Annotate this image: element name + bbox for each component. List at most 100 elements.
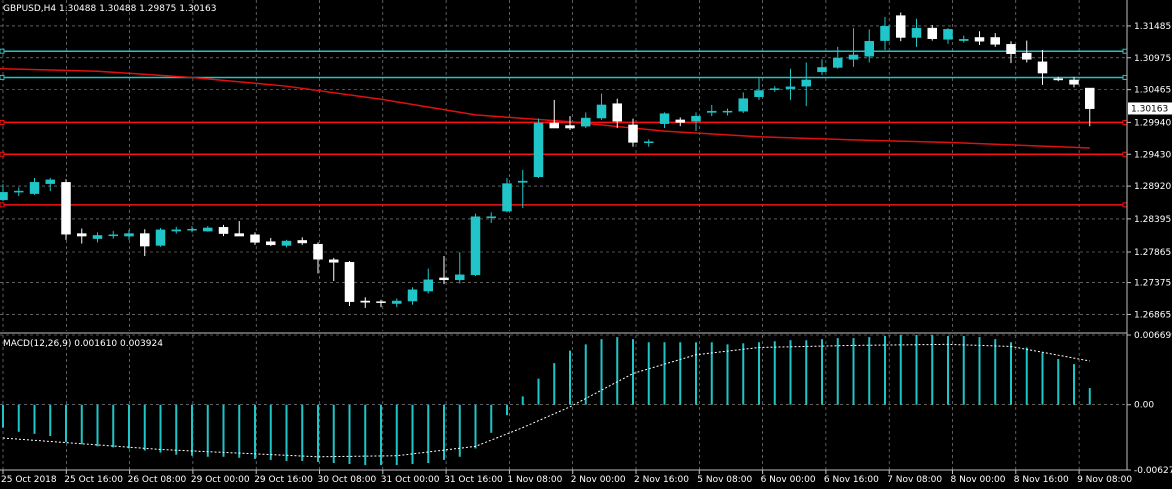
candle[interactable] — [864, 29, 874, 63]
candle[interactable] — [770, 86, 780, 92]
candle[interactable] — [722, 108, 733, 116]
candle[interactable] — [1085, 87, 1095, 127]
candle[interactable] — [155, 227, 166, 247]
candle[interactable] — [203, 226, 213, 232]
candle-body — [833, 57, 843, 68]
candle[interactable] — [1037, 49, 1048, 85]
candle-body — [533, 122, 544, 177]
y-tick-label: 1.30975 — [1134, 54, 1171, 64]
candle[interactable] — [1022, 40, 1032, 63]
macd-y-tick-label: -0.006271 — [1134, 466, 1172, 476]
candle-body — [990, 37, 1000, 45]
candle[interactable] — [833, 46, 843, 69]
level-handle-left[interactable] — [0, 202, 5, 208]
candle[interactable] — [565, 116, 575, 130]
candle-body — [754, 90, 764, 98]
level-handle-right[interactable] — [1122, 119, 1128, 125]
candle[interactable] — [61, 179, 71, 240]
candle[interactable] — [691, 112, 701, 132]
candle[interactable] — [171, 226, 181, 234]
candle-body — [943, 29, 953, 40]
candle[interactable] — [376, 299, 386, 308]
level-handle-left[interactable] — [0, 74, 5, 80]
candle[interactable] — [470, 213, 481, 277]
candle[interactable] — [407, 287, 418, 305]
candle[interactable] — [0, 184, 8, 202]
candle[interactable] — [644, 139, 654, 147]
candle[interactable] — [234, 221, 244, 237]
candle[interactable] — [392, 298, 402, 308]
candle[interactable] — [533, 118, 544, 178]
candle-body — [864, 40, 874, 57]
candle[interactable] — [124, 229, 134, 240]
candle[interactable] — [880, 16, 890, 50]
candle[interactable] — [911, 18, 922, 47]
candle[interactable] — [959, 35, 969, 43]
candle[interactable] — [423, 268, 433, 294]
candle[interactable] — [486, 212, 496, 223]
candle-body — [675, 119, 685, 123]
candle-body — [959, 39, 969, 41]
candle-body — [61, 182, 71, 235]
candle[interactable] — [581, 112, 591, 129]
candle[interactable] — [297, 237, 307, 245]
candle[interactable] — [29, 177, 40, 195]
candle[interactable] — [596, 93, 607, 120]
candle[interactable] — [281, 239, 292, 248]
candle[interactable] — [927, 24, 937, 41]
candle[interactable] — [785, 68, 796, 100]
candle-body — [848, 54, 859, 60]
level-handle-right[interactable] — [1122, 151, 1128, 157]
candle[interactable] — [108, 231, 118, 239]
candle[interactable] — [801, 62, 811, 107]
candle-body — [313, 243, 323, 260]
candle[interactable] — [45, 177, 55, 192]
candle[interactable] — [754, 78, 764, 100]
candle[interactable] — [817, 59, 827, 75]
candle[interactable] — [612, 98, 622, 129]
candle[interactable] — [187, 226, 197, 233]
candle[interactable] — [92, 232, 103, 243]
candle[interactable] — [1006, 41, 1016, 64]
candle[interactable] — [518, 169, 528, 208]
candle[interactable] — [218, 224, 229, 237]
level-handle-right[interactable] — [1122, 202, 1128, 208]
level-handle-left[interactable] — [0, 48, 5, 54]
candle[interactable] — [848, 28, 859, 67]
candle[interactable] — [360, 297, 370, 308]
level-handle-left[interactable] — [0, 151, 5, 157]
candle[interactable] — [455, 252, 465, 284]
candle[interactable] — [329, 257, 339, 282]
candle[interactable] — [707, 104, 717, 117]
candle[interactable] — [439, 256, 449, 285]
candle-body — [1085, 87, 1095, 109]
candle[interactable] — [628, 118, 638, 147]
candle-body — [1037, 61, 1048, 74]
x-tick-label: 25 Oct 16:00 — [64, 475, 123, 485]
candle[interactable] — [738, 92, 748, 114]
y-tick-label: 1.29430 — [1134, 150, 1171, 160]
candle[interactable] — [77, 228, 87, 244]
candle[interactable] — [675, 117, 685, 127]
candle[interactable] — [313, 242, 323, 274]
candle[interactable] — [974, 31, 985, 45]
level-handle-right[interactable] — [1122, 74, 1128, 80]
candle[interactable] — [250, 232, 260, 245]
candle[interactable] — [502, 177, 512, 213]
candles[interactable] — [0, 12, 1095, 308]
candle[interactable] — [266, 237, 276, 247]
candle[interactable] — [14, 187, 24, 197]
level-handle-left[interactable] — [0, 119, 5, 125]
candle[interactable] — [896, 12, 906, 42]
candle[interactable] — [943, 28, 953, 44]
candle[interactable] — [1053, 76, 1063, 82]
candle[interactable] — [549, 99, 559, 129]
level-handle-right[interactable] — [1122, 48, 1128, 54]
candle[interactable] — [990, 33, 1000, 47]
candle[interactable] — [1069, 76, 1079, 88]
candle[interactable] — [140, 229, 150, 257]
candle[interactable] — [659, 112, 670, 129]
x-tick-label: 9 Nov 08:00 — [1077, 475, 1132, 485]
candle[interactable] — [344, 261, 355, 307]
